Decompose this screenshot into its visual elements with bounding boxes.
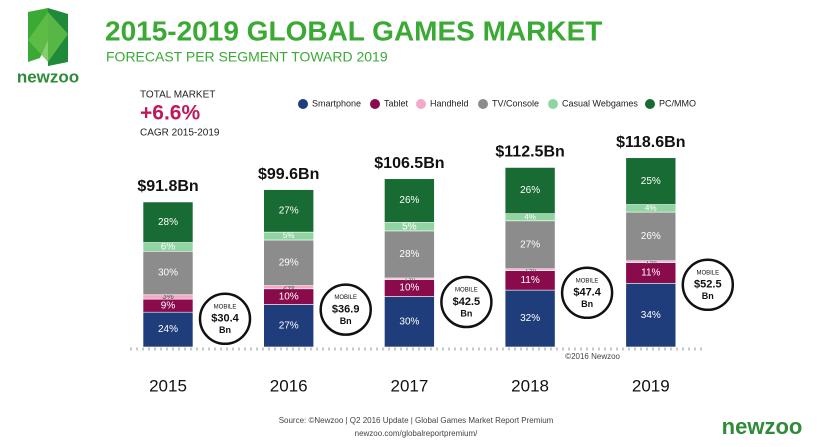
segment-label: 4% <box>645 203 657 212</box>
chart-subtitle: FORECAST PER SEGMENT TOWARD 2019 <box>106 49 388 65</box>
mobile-value: $42.5 <box>453 296 481 308</box>
total-label: $112.5Bn <box>495 144 564 161</box>
segment-label: 34% <box>641 310 661 321</box>
bar-segment <box>142 311 194 348</box>
source-url: newzoo.com/globalreportpremium/ <box>355 429 479 438</box>
legend-swatch <box>548 99 558 109</box>
legend-swatch <box>478 99 488 109</box>
segment-label: 3% <box>162 292 174 301</box>
mobile-value: $47.4 <box>573 287 601 299</box>
mobile-heading: MOBILE <box>696 270 719 276</box>
segment-label: 10% <box>279 291 299 302</box>
mobile-badge <box>319 283 372 336</box>
copyright: ©2016 Newzoo <box>565 352 620 361</box>
legend-label: Tablet <box>384 98 409 108</box>
segment-label: 5% <box>402 221 417 232</box>
legend-swatch <box>645 99 655 109</box>
bar-segment <box>625 157 677 205</box>
legend-label: TV/Console <box>492 98 539 108</box>
bar-segment <box>384 178 435 223</box>
mobile-unit: Bn <box>702 291 714 301</box>
segment-label: 28% <box>158 217 178 228</box>
mobile-value: $36.9 <box>332 304 360 316</box>
legend-swatch <box>416 99 426 109</box>
legend-swatch <box>298 99 308 109</box>
total-label: $106.5Bn <box>374 155 444 172</box>
segment-label: 6% <box>161 242 176 253</box>
segment-label: 28% <box>399 249 419 260</box>
logo-text: newzoo <box>17 67 79 86</box>
bar-segment <box>384 230 435 279</box>
bar-segment <box>142 201 194 243</box>
segment-label: 1% <box>524 265 536 274</box>
mobile-value: $52.5 <box>694 279 722 291</box>
segment-label: 11% <box>520 275 539 286</box>
source: Source: ©Newzoo | Q2 2016 Update | Globa… <box>279 416 554 425</box>
logo-mark <box>28 8 68 66</box>
mobile-unit: Bn <box>581 299 593 309</box>
segment-label: 26% <box>399 195 419 206</box>
segment-label: 10% <box>399 283 419 294</box>
x-tick-label: 2016 <box>270 376 308 395</box>
segment-label: 11% <box>641 268 660 279</box>
legend-label: Casual Webgames <box>562 98 638 108</box>
segment-label: 26% <box>641 231 661 242</box>
segment-label: 27% <box>520 239 540 250</box>
chart-title: 2015-2019 GLOBAL GAMES MARKET <box>105 15 602 46</box>
mobile-heading: MOBILE <box>214 304 237 310</box>
mobile-unit: Bn <box>340 316 352 326</box>
total-label: $99.6Bn <box>258 166 319 183</box>
bar-segment <box>263 239 315 286</box>
mobile-heading: MOBILE <box>576 278 599 284</box>
bar-segment <box>263 304 315 348</box>
segment-label: 26% <box>520 185 540 196</box>
mobile-heading: MOBILE <box>455 288 478 294</box>
segment-label: 9% <box>161 300 176 311</box>
mobile-badge <box>440 275 493 329</box>
segment-label: 24% <box>158 324 178 335</box>
cagr-caption: CAGR 2015-2019 <box>140 128 220 139</box>
bar-segment <box>625 211 677 262</box>
bar-segment <box>142 250 194 296</box>
legend-label: Handheld <box>430 98 469 108</box>
mobile-unit: Bn <box>460 308 472 318</box>
footer-brand: newzoo <box>722 414 803 439</box>
x-tick-label: 2017 <box>390 376 428 395</box>
legend-label: Smartphone <box>312 98 361 108</box>
segment-label: 27% <box>279 206 299 217</box>
segment-label: 1% <box>404 274 416 283</box>
cagr-value: +6.6% <box>140 102 200 125</box>
bar-segment <box>504 220 556 270</box>
mobile-badge <box>560 266 614 320</box>
bar-segment <box>504 167 556 214</box>
x-tick-label: 2015 <box>149 376 187 395</box>
segment-label: 4% <box>524 212 536 221</box>
bar-segment <box>263 189 315 233</box>
mobile-unit: Bn <box>219 325 231 335</box>
bar-segment <box>384 296 435 348</box>
total-label: $91.8Bn <box>137 178 198 195</box>
segment-label: 30% <box>158 268 178 279</box>
legend-swatch <box>370 99 380 109</box>
x-tick-label: 2019 <box>632 376 670 395</box>
mobile-value: $30.4 <box>211 313 239 325</box>
segment-label: 2% <box>283 282 295 291</box>
cagr-heading: TOTAL MARKET <box>140 90 215 101</box>
bar-segment <box>504 289 556 348</box>
segment-label: 32% <box>520 313 540 324</box>
segment-label: 29% <box>279 257 299 268</box>
mobile-heading: MOBILE <box>334 295 357 301</box>
segment-label: 27% <box>279 320 299 331</box>
segment-label: 1% <box>645 257 657 266</box>
x-tick-label: 2018 <box>511 376 549 395</box>
mobile-badge <box>681 258 735 312</box>
total-label: $118.6Bn <box>616 134 685 151</box>
segment-label: 5% <box>283 231 295 240</box>
segment-label: 25% <box>641 176 661 187</box>
legend-label: PC/MMO <box>659 98 696 108</box>
mobile-badge <box>198 292 252 346</box>
segment-label: 30% <box>399 316 419 327</box>
